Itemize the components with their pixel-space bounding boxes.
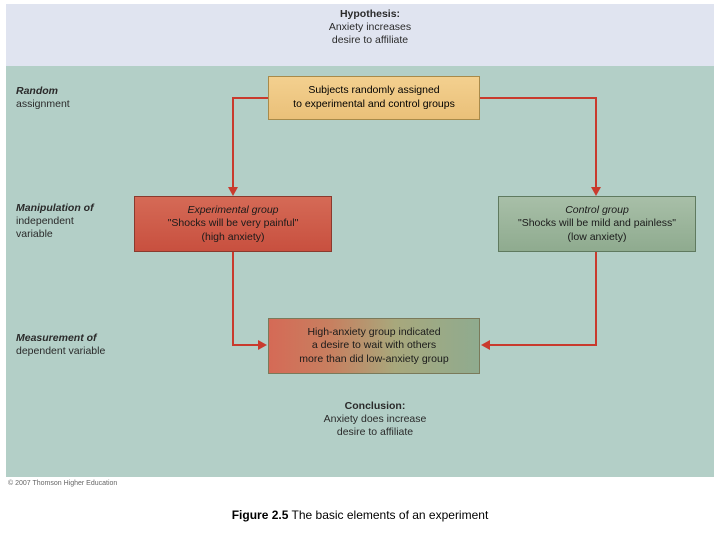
- hypothesis-heading: Hypothesis:: [300, 8, 440, 21]
- arrow-exp-to-result-v: [232, 252, 234, 346]
- arrow-assign-to-exp-head: [228, 187, 238, 196]
- conclusion-line2: desire to affiliate: [300, 426, 450, 439]
- assignment-line2: to experimental and control groups: [293, 98, 455, 112]
- result-line2: a desire to wait with others: [312, 339, 436, 353]
- conclusion-line1: Anxiety does increase: [300, 413, 450, 426]
- arrow-assign-to-ctrl-head: [591, 187, 601, 196]
- assignment-line1: Subjects randomly assigned: [308, 84, 439, 98]
- assignment-box: Subjects randomly assigned to experiment…: [268, 76, 480, 120]
- copyright-text: © 2007 Thomson Higher Education: [8, 480, 117, 487]
- arrow-assign-to-exp-v: [232, 97, 234, 189]
- control-line1: "Shocks will be mild and painless": [518, 217, 676, 231]
- hypothesis-block: Hypothesis: Anxiety increases desire to …: [300, 8, 440, 47]
- arrow-assign-to-exp-h: [232, 97, 268, 99]
- conclusion-heading: Conclusion:: [300, 400, 450, 413]
- hypothesis-line1: Anxiety increases: [300, 21, 440, 34]
- hypothesis-line2: desire to affiliate: [300, 34, 440, 47]
- conclusion-block: Conclusion: Anxiety does increase desire…: [300, 400, 450, 439]
- arrow-exp-to-result-h: [232, 344, 260, 346]
- result-box: High-anxiety group indicated a desire to…: [268, 318, 480, 374]
- caption-rest: The basic elements of an experiment: [288, 508, 488, 522]
- experimental-title: Experimental group: [187, 204, 278, 218]
- arrow-ctrl-to-result-h: [490, 344, 597, 346]
- diagram-area: Hypothesis: Anxiety increases desire to …: [0, 0, 720, 477]
- arrow-ctrl-to-result-head: [481, 340, 490, 350]
- experimental-box: Experimental group "Shocks will be very …: [134, 196, 332, 252]
- label-measurement: Measurement of dependent variable: [16, 332, 105, 358]
- control-line2: (low anxiety): [568, 231, 627, 245]
- experimental-line1: "Shocks will be very painful": [168, 217, 299, 231]
- arrow-assign-to-ctrl-v: [595, 97, 597, 189]
- arrow-exp-to-result-head: [258, 340, 267, 350]
- control-box: Control group "Shocks will be mild and p…: [498, 196, 696, 252]
- result-line1: High-anxiety group indicated: [307, 326, 440, 340]
- label-manipulation: Manipulation of independent variable: [16, 202, 94, 241]
- arrow-assign-to-ctrl-h: [480, 97, 597, 99]
- control-title: Control group: [565, 204, 629, 218]
- figure-caption: Figure 2.5 The basic elements of an expe…: [0, 508, 720, 522]
- result-line3: more than did low-anxiety group: [299, 353, 448, 367]
- label-random-assignment: Random assignment: [16, 85, 70, 111]
- experimental-line2: (high anxiety): [201, 231, 264, 245]
- caption-bold: Figure 2.5: [232, 508, 289, 522]
- arrow-ctrl-to-result-v: [595, 252, 597, 346]
